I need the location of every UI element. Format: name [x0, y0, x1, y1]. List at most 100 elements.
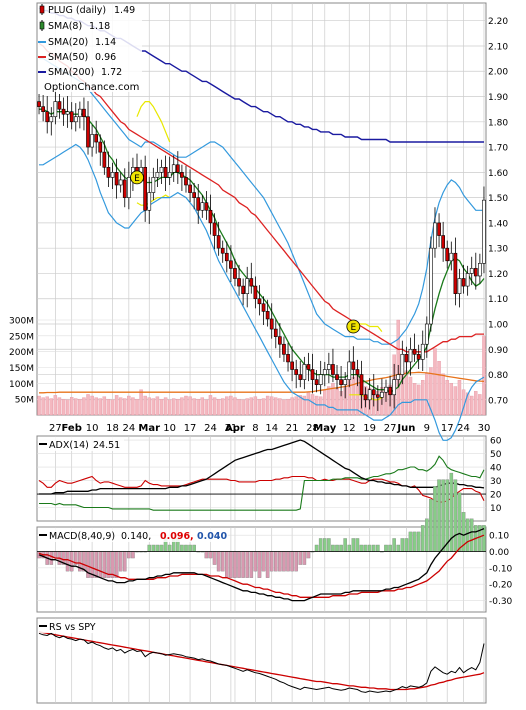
macd-swatch-icon	[39, 534, 47, 536]
candle-body	[53, 101, 58, 118]
x-axis-label: 30	[478, 423, 491, 434]
macd-histogram-bar	[131, 551, 135, 559]
volume-bar	[474, 391, 478, 416]
volume-bar	[53, 395, 58, 416]
macd-histogram-bar	[237, 551, 241, 578]
candle-body	[429, 247, 433, 325]
macd-histogram-bar	[343, 538, 347, 552]
macd-legend-label: MACD(8,40,9)	[49, 531, 115, 542]
rs-line	[38, 632, 485, 693]
volume-bar	[98, 398, 102, 416]
candle-body	[355, 369, 360, 375]
macd-histogram-bar	[404, 538, 409, 552]
macd-histogram-bar	[363, 544, 368, 552]
candle-body	[412, 348, 417, 355]
volume-bar	[470, 395, 474, 416]
volume-bar	[433, 348, 437, 416]
volume-bar	[302, 395, 307, 416]
macd-histogram-bar	[114, 551, 119, 578]
candle-body	[388, 386, 392, 396]
macd-line	[38, 527, 485, 602]
candle-body	[102, 151, 107, 168]
candle-body	[224, 252, 229, 262]
volume-bar	[151, 398, 156, 416]
volume-bar	[118, 397, 123, 416]
macd-histogram-bar	[208, 551, 213, 559]
price-tick-label: 2.20	[488, 17, 508, 27]
macd-histogram-bar	[184, 544, 188, 552]
x-axis-label: Feb	[62, 423, 82, 434]
macd-histogram-bar	[233, 551, 237, 578]
adx-tick-label: 50	[490, 450, 502, 460]
adx-panel-frame	[36, 435, 487, 522]
price-tick-label: 1.50	[488, 194, 508, 204]
volume-bar	[278, 398, 282, 416]
earnings-marker-circle	[346, 319, 361, 334]
macd-histogram-bar	[306, 551, 311, 559]
macd-histogram-bar	[298, 551, 303, 565]
macd-histogram-bar	[412, 531, 417, 552]
candle-body	[163, 166, 168, 178]
candle-body	[180, 172, 184, 178]
macd-histogram-bar	[302, 551, 307, 565]
volume-bar	[306, 392, 311, 416]
macd-histogram-bar	[416, 531, 421, 552]
x-axis-label: 27	[49, 423, 62, 434]
macd-histogram-value: 0.040	[197, 531, 227, 542]
candle-body	[159, 166, 164, 173]
candle-body	[200, 202, 205, 211]
rs-average-line	[38, 631, 485, 691]
price-tick-label: 1.30	[488, 245, 508, 255]
volume-bar	[233, 397, 237, 416]
x-axis-label: 9	[424, 423, 430, 434]
volume-bar	[184, 395, 188, 416]
earnings-marker-circle	[130, 170, 144, 185]
macd-histogram-bar	[351, 538, 356, 552]
macd-histogram-bar	[220, 551, 225, 572]
candle-body	[371, 389, 376, 396]
volume-bar	[147, 397, 151, 416]
x-axis-label: 8	[252, 423, 258, 434]
volume-bar	[478, 394, 482, 416]
volume-bar	[196, 399, 200, 416]
candle-body	[86, 116, 90, 148]
macd-histogram-bar	[355, 538, 360, 552]
price-tick-label: 2.00	[488, 68, 508, 78]
candle-body	[237, 278, 241, 287]
volume-tick-label: 250M	[9, 332, 34, 342]
volume-bar	[135, 399, 139, 416]
candle-body	[110, 172, 115, 178]
macd-histogram-bar	[294, 551, 298, 572]
volume-bar	[323, 389, 327, 416]
macd-histogram-bar	[265, 551, 270, 578]
macd-histogram-bar	[167, 544, 172, 552]
volume-bar	[465, 392, 470, 416]
candle-body	[216, 235, 221, 249]
macd-tick-label: -0.10	[489, 564, 513, 574]
macd-histogram-bar	[159, 544, 164, 552]
rs-legend-label: RS vs SPY	[49, 622, 96, 633]
candle-body	[261, 303, 266, 312]
volume-bar	[180, 397, 184, 416]
volume-bar	[229, 395, 233, 416]
candle-body	[424, 323, 429, 345]
volume-bar	[441, 373, 445, 416]
candle-body	[286, 354, 290, 363]
volume-bar	[57, 397, 62, 416]
volume-bar	[139, 389, 143, 416]
volume-bar	[167, 399, 172, 416]
legend-sma200-label: SMA(200)	[48, 67, 94, 78]
candle-body	[208, 209, 213, 224]
volume-bar	[114, 395, 119, 416]
macd-histogram-bar	[433, 485, 437, 552]
adx-legend-value: 24.51	[93, 440, 120, 451]
candle-body	[257, 298, 262, 305]
macd-histogram-bar	[429, 499, 433, 552]
rs-legend: RS vs SPY	[38, 619, 108, 633]
volume-bar	[270, 396, 274, 416]
volume-tick-label: 300M	[9, 317, 34, 327]
volume-bar	[429, 367, 433, 416]
x-axis-label: 10	[163, 423, 176, 434]
candle-body	[465, 273, 470, 287]
